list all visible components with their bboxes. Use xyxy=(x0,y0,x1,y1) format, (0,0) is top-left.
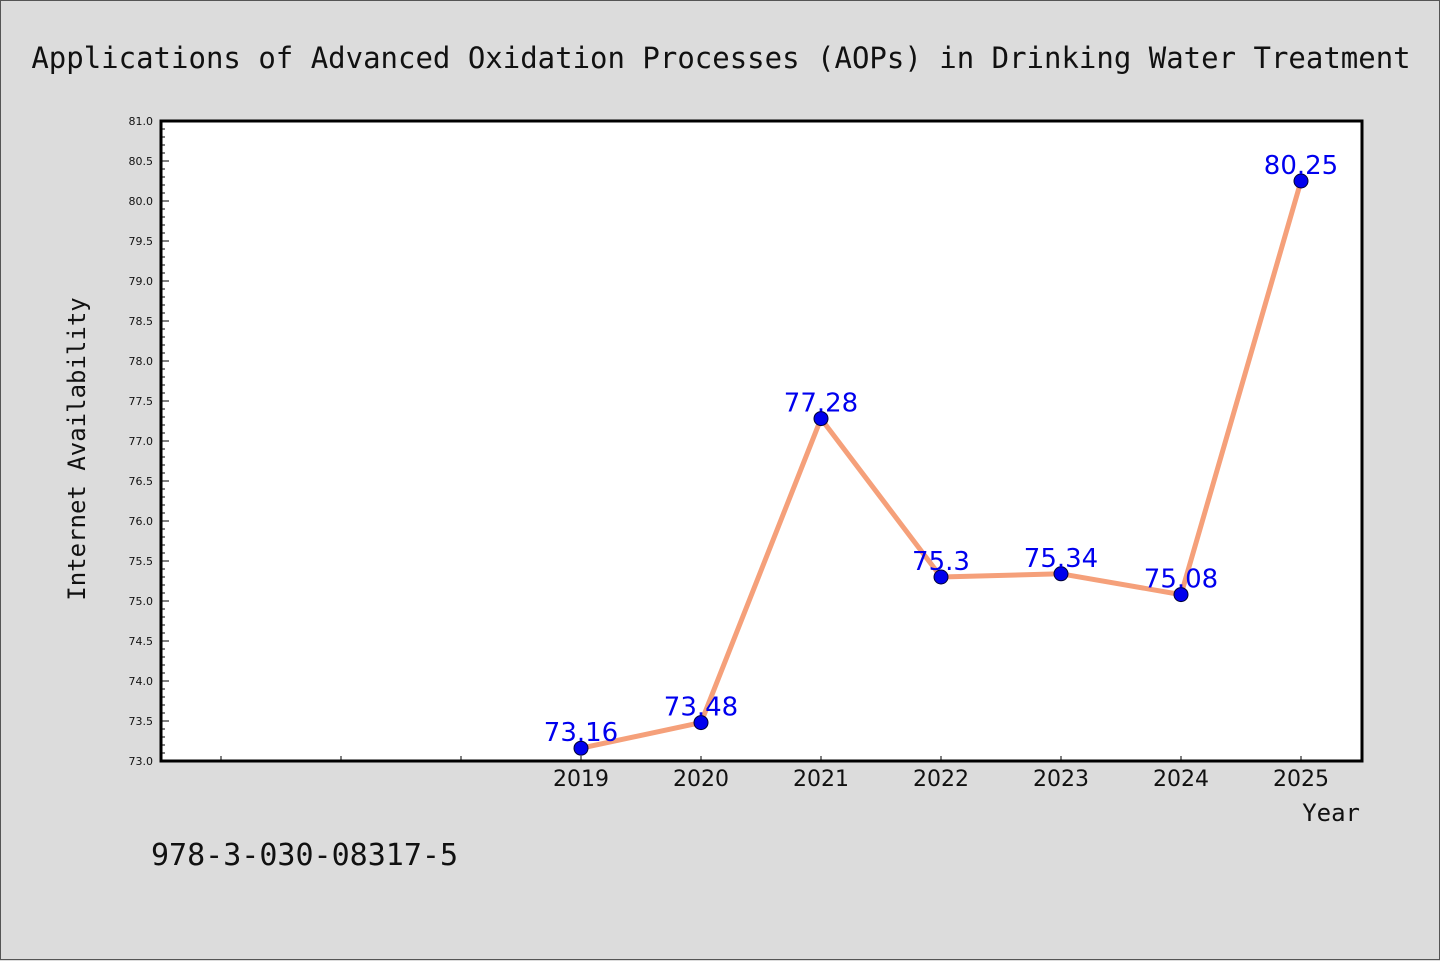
y-axis-ticks: 73.0 73.5 74.0 74.5 75.0 75.5 76.0 76.5 77.0 77.5… xyxy=(129,115,169,768)
plot-border xyxy=(159,119,1364,763)
x-tick-label: 2024 xyxy=(1153,767,1209,792)
x-axis-label: Year xyxy=(1302,799,1360,827)
data-point xyxy=(693,715,709,731)
data-label: 77.28 xyxy=(784,389,858,419)
x-tick-label: 2023 xyxy=(1033,767,1089,792)
y-tick-label: 74.5 xyxy=(129,635,154,648)
data-label: 73.16 xyxy=(544,718,618,748)
data-label: 73.48 xyxy=(664,693,738,723)
y-tick-label: 78.5 xyxy=(129,315,154,328)
x-tick-label: 2020 xyxy=(673,767,729,792)
y-tick-label: 76.5 xyxy=(129,475,154,488)
data-point xyxy=(933,569,949,585)
x-tick-label: 2022 xyxy=(913,767,969,792)
chart-title: Applications of Advanced Oxidation Proce… xyxy=(31,41,1410,75)
y-tick-label: 77.0 xyxy=(129,435,154,448)
data-point xyxy=(1053,566,1069,582)
y-tick-label: 79.0 xyxy=(129,275,154,288)
x-tick-label: 2019 xyxy=(553,767,609,792)
x-tick-label: 2025 xyxy=(1273,767,1329,792)
data-point xyxy=(573,740,589,756)
y-tick-label: 80.5 xyxy=(129,155,154,168)
y-tick-label: 75.0 xyxy=(129,595,154,608)
isbn-label: 978-3-030-08317-5 xyxy=(151,838,458,873)
data-point xyxy=(813,411,829,427)
y-tick-label: 74.0 xyxy=(129,675,154,688)
y-tick-label: 73.5 xyxy=(129,715,154,728)
data-point xyxy=(1173,587,1189,603)
y-tick-label: 77.5 xyxy=(129,395,154,408)
y-axis-label: Internet Availability xyxy=(63,297,91,600)
data-label: 75.08 xyxy=(1144,565,1218,595)
data-label: 80.25 xyxy=(1264,151,1338,181)
data-label: 75.34 xyxy=(1024,544,1098,574)
x-axis-ticks: 2019 2020 2021 2022 2023 2024 2025 xyxy=(220,756,1329,792)
x-tick-label: 2021 xyxy=(793,767,849,792)
data-point xyxy=(1293,173,1309,189)
y-tick-label: 75.5 xyxy=(129,555,154,568)
series-markers xyxy=(573,173,1309,756)
y-tick-label: 80.0 xyxy=(129,195,154,208)
data-label: 75.3 xyxy=(912,547,970,577)
y-tick-label: 73.0 xyxy=(129,755,154,768)
y-tick-label: 78.0 xyxy=(129,355,154,368)
y-tick-label: 79.5 xyxy=(129,235,154,248)
data-labels: 73.16 73.48 77.28 75.3 75.34 75.08 80.25 xyxy=(544,151,1338,748)
plot-area xyxy=(161,121,1362,761)
y-tick-label: 81.0 xyxy=(129,115,154,128)
y-tick-label: 76.0 xyxy=(129,515,154,528)
